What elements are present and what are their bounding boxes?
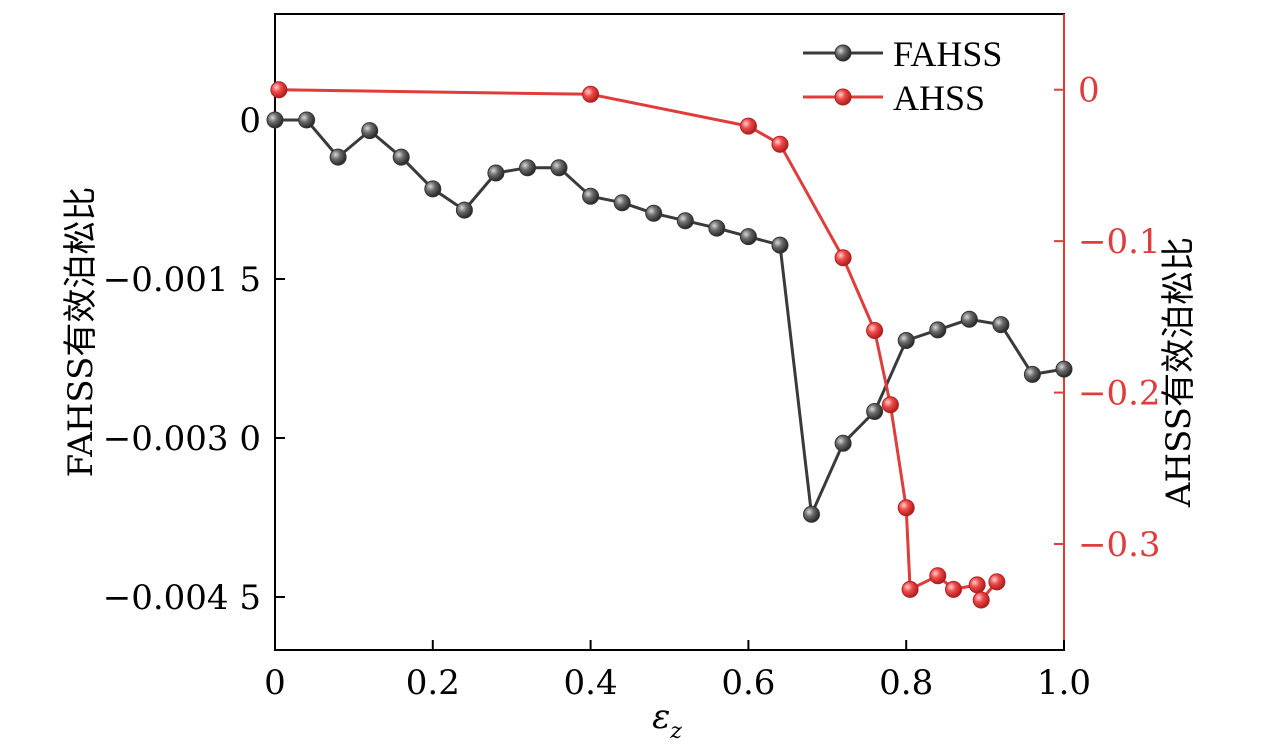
data-point-fahss xyxy=(645,204,663,222)
data-point-fahss xyxy=(897,332,915,349)
data-point-ahss xyxy=(834,249,852,267)
data-point-fahss xyxy=(771,236,789,254)
legend: FAHSS AHSS xyxy=(803,34,1002,118)
series-line-fahss xyxy=(275,118,1065,516)
data-point-fahss xyxy=(582,187,600,205)
y-right-tick-label: −0.3 xyxy=(1078,525,1161,565)
y-right-tick-label: −0.1 xyxy=(1078,222,1161,262)
data-point-fahss xyxy=(550,159,568,177)
data-point-fahss xyxy=(613,194,631,212)
x-tick-label: 0.8 xyxy=(879,663,933,703)
data-point-ahss xyxy=(945,580,962,598)
data-point-fahss xyxy=(392,148,410,166)
x-tick-label: 0.2 xyxy=(406,663,460,703)
legend-marker-ahss xyxy=(834,88,852,106)
y-left-axis-title: FAHSS有效泊松比 xyxy=(61,187,101,478)
x-tick-label: 0.4 xyxy=(564,663,618,703)
data-point-fahss xyxy=(676,212,694,230)
data-point-ahss xyxy=(897,499,915,517)
y-left-tick-label: −0.001 5 xyxy=(103,260,261,300)
x-tick-label: 1.0 xyxy=(1037,663,1091,703)
data-point-ahss xyxy=(739,117,757,135)
legend-marker-fahss xyxy=(834,44,852,62)
data-point-fahss xyxy=(708,219,726,237)
y-right-axis-ticks: 0 −0.1 −0.2 −0.3 xyxy=(1054,71,1161,565)
data-point-ahss xyxy=(866,322,884,339)
data-point-ahss xyxy=(582,85,600,103)
y-left-tick-label: −0.004 5 xyxy=(103,578,261,618)
x-axis-title-symbol: ε xyxy=(652,697,670,737)
y-left-tick-label: 0 xyxy=(239,101,261,141)
data-point-ahss xyxy=(988,573,1006,591)
legend-label-fahss: FAHSS xyxy=(893,34,1002,74)
data-point-fahss xyxy=(266,111,284,129)
data-point-ahss xyxy=(881,396,899,414)
x-tick-label: 0 xyxy=(264,663,286,703)
data-point-fahss xyxy=(329,148,347,166)
data-point-fahss xyxy=(866,403,884,420)
data-point-fahss xyxy=(1055,360,1073,378)
data-point-fahss xyxy=(803,505,820,523)
data-point-ahss xyxy=(968,576,986,594)
data-point-fahss xyxy=(834,434,852,452)
data-point-ahss xyxy=(929,567,947,585)
data-point-ahss xyxy=(771,135,789,153)
data-point-ahss xyxy=(901,580,919,598)
data-point-fahss xyxy=(960,310,978,328)
x-tick-label: 0.6 xyxy=(721,663,775,703)
data-point-fahss xyxy=(298,111,316,129)
data-point-fahss xyxy=(519,159,536,177)
data-point-ahss xyxy=(972,591,990,609)
data-point-fahss xyxy=(1023,365,1041,383)
y-left-axis-ticks: 0 −0.001 5 −0.003 0 −0.004 5 xyxy=(103,101,285,618)
data-point-fahss xyxy=(361,122,379,140)
data-point-fahss xyxy=(992,316,1010,334)
data-point-fahss xyxy=(424,180,442,198)
series-layer xyxy=(266,81,1073,609)
y-right-tick-label: −0.2 xyxy=(1078,374,1161,414)
x-axis-ticks: 0 0.2 0.4 0.6 0.8 1.0 xyxy=(264,640,1091,703)
legend-label-ahss: AHSS xyxy=(893,78,985,118)
data-point-fahss xyxy=(929,321,947,339)
data-point-fahss xyxy=(455,201,473,219)
y-right-tick-label: 0 xyxy=(1078,71,1100,111)
data-point-ahss xyxy=(270,81,288,99)
y-right-axis-title: AHSS有效泊松比 xyxy=(1159,237,1199,508)
x-axis-title-subscript: z xyxy=(669,719,682,744)
x-axis-title: εz xyxy=(652,697,682,744)
data-point-fahss xyxy=(487,164,505,182)
series-line-ahss xyxy=(278,88,999,602)
data-point-fahss xyxy=(739,228,757,246)
y-left-tick-label: −0.003 0 xyxy=(103,419,261,459)
